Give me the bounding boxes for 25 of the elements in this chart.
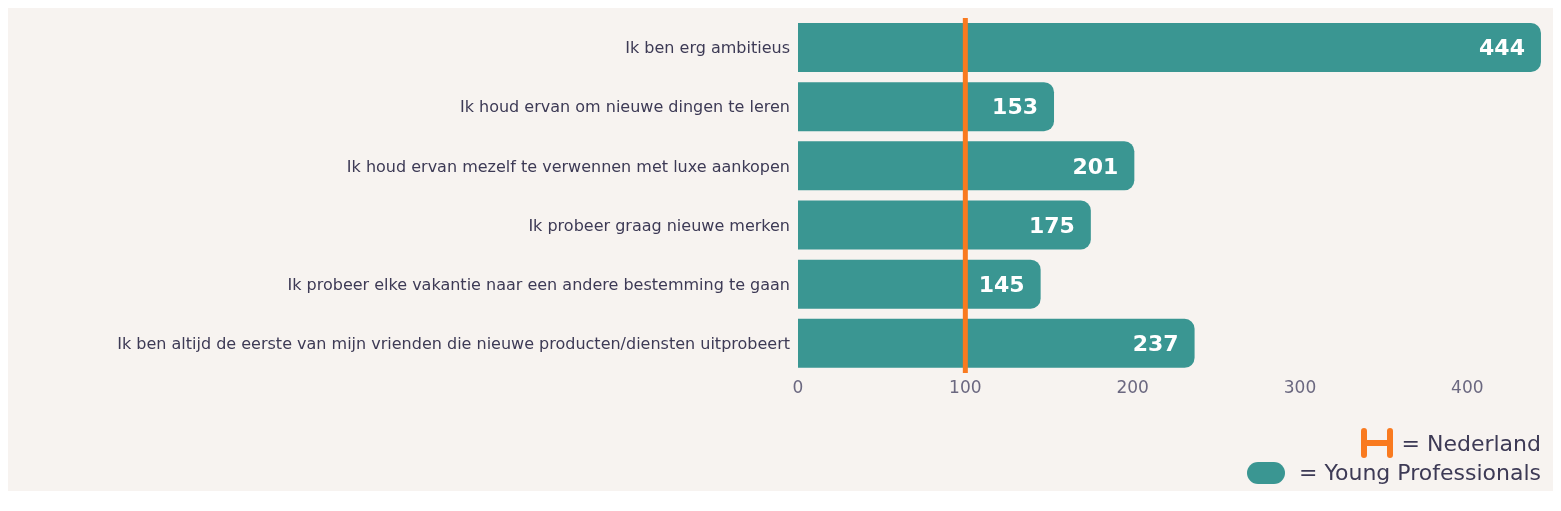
data-label: 444 xyxy=(1479,35,1525,61)
bar xyxy=(798,141,1135,191)
x-tick-label: 100 xyxy=(949,377,982,398)
x-tick-label: 400 xyxy=(1451,377,1484,398)
data-label: 145 xyxy=(978,271,1025,297)
x-tick-label: 200 xyxy=(1116,377,1149,398)
bar xyxy=(798,200,1091,250)
data-label: 237 xyxy=(1132,331,1179,357)
y-tick-label: Ik probeer graag nieuwe merken xyxy=(528,215,790,235)
y-tick-label: Ik probeer elke vakantie naar een andere bestemming te gaan xyxy=(287,274,790,294)
x-tick-label: 300 xyxy=(1283,377,1317,398)
data-label: 201 xyxy=(1072,153,1119,179)
legend-label: = Young Professionals xyxy=(1299,460,1541,485)
y-tick-label: Ik houd ervan om nieuwe dingen te leren xyxy=(459,97,790,117)
data-label: 153 xyxy=(992,94,1039,120)
y-tick-label: Ik ben erg ambitieus xyxy=(625,38,790,58)
x-tick-label: 0 xyxy=(792,377,804,398)
bar xyxy=(798,318,1195,368)
y-tick-label: Ik houd ervan mezelf te verwennen met luxe aankopen xyxy=(346,156,790,176)
data-label: 175 xyxy=(1028,212,1075,238)
bar xyxy=(798,23,1541,72)
y-tick-label: Ik ben altijd de eerste van mijn vrienden die nieuwe producten/diensten uitprobeert xyxy=(117,334,790,354)
bar xyxy=(798,82,1055,132)
legend-label: = Nederland xyxy=(1401,430,1541,456)
bar xyxy=(798,259,1041,309)
